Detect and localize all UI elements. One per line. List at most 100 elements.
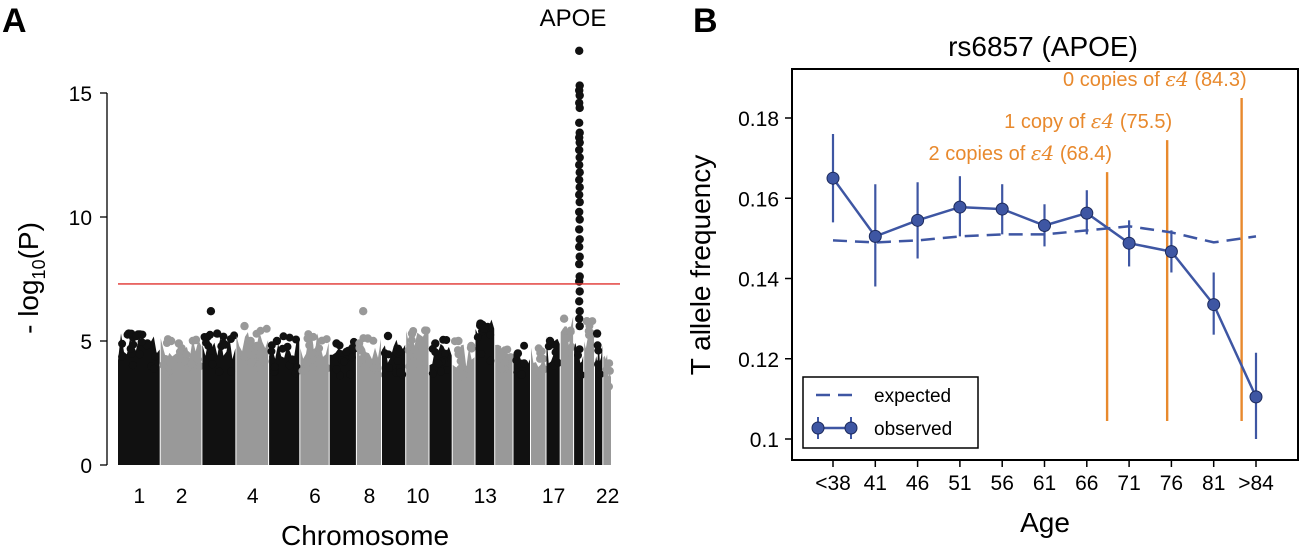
snp-point: [204, 341, 213, 350]
snp-point: [554, 358, 563, 367]
x-tick-label: 41: [864, 472, 887, 495]
snp-point: [437, 367, 445, 376]
reference-label-age: (68.4): [1054, 143, 1112, 165]
snp-peak-point: [575, 242, 584, 251]
snp-point: [393, 357, 402, 365]
x-tick-label: 51: [948, 472, 971, 495]
snp-point: [159, 361, 168, 370]
x-tick-label: 4: [247, 485, 259, 508]
snp-point: [520, 359, 529, 368]
snp-point: [473, 333, 482, 342]
snp-point: [497, 364, 506, 373]
snp-peak-point: [454, 336, 463, 346]
x-tick-label: 10: [406, 485, 429, 508]
x-axis-ticks: <38 41 46 51 56 61 66 71 76 81 >84: [815, 460, 1274, 495]
snp-point: [385, 364, 393, 372]
snp-point: [431, 348, 440, 357]
snp-peak-point: [575, 138, 584, 147]
x-tick-label: 13: [474, 485, 497, 508]
snp-peak-point: [575, 235, 584, 244]
x-tick-label: 17: [542, 485, 565, 508]
snp-point: [355, 339, 364, 348]
snp-point: [171, 355, 180, 364]
chromosome-4-points: [236, 321, 271, 465]
chromosome-3-points: [200, 307, 239, 465]
snp-point: [161, 370, 170, 379]
y-tick-label: 0.1: [750, 429, 779, 452]
epsilon4-symbol: ε4: [1091, 109, 1114, 133]
snp-peak-point: [575, 252, 584, 261]
observed-point: [911, 213, 925, 227]
chromosome-21-band: [595, 340, 603, 465]
snp-peak-point: [575, 197, 584, 207]
snp-peak-point: [575, 183, 584, 192]
snp-point: [594, 360, 602, 369]
snp-point: [453, 346, 462, 355]
snp-point: [512, 356, 521, 365]
snp-point: [256, 350, 265, 359]
x-tick-label: 66: [1075, 472, 1098, 495]
allele-frequency-plot: B rs6857 (APOE) 0.1 0.12 0.14 0.16 0.18 <38 4…: [685, 2, 1299, 538]
snp-point: [307, 350, 316, 359]
snp-peak-point: [240, 321, 249, 331]
snp-point: [203, 332, 212, 341]
snp-point: [575, 345, 584, 354]
legend-observed-label: observed: [874, 419, 952, 440]
legend-observed-marker-right: [844, 421, 858, 435]
x-tick-label: >84: [1238, 472, 1274, 495]
y-axis-label: T allele frequency: [685, 155, 716, 376]
snp-peak-point: [575, 153, 584, 162]
snp-point: [464, 364, 473, 373]
snp-peak-point: [383, 331, 393, 341]
snp-point: [118, 339, 127, 348]
reference-label-age: (84.3): [1189, 69, 1247, 91]
snp-point: [230, 331, 239, 340]
observed-point: [1038, 219, 1051, 233]
x-tick-label: 61: [1033, 472, 1056, 495]
snp-peak-point: [206, 307, 216, 316]
snp-peak-point: [575, 91, 584, 100]
snp-point: [161, 355, 170, 363]
snp-peak-point: [562, 334, 571, 343]
snp-point: [346, 370, 355, 379]
snp-point: [270, 362, 279, 371]
x-tick-label: 22: [596, 485, 619, 508]
snp-point: [151, 352, 160, 361]
y-tick-label: 5: [80, 331, 92, 354]
snp-point: [428, 369, 437, 378]
snp-point: [384, 350, 393, 359]
snp-point: [539, 354, 548, 363]
snp-peak-point: [219, 339, 228, 348]
chromosome-22-band: [603, 354, 611, 465]
snp-peak-point: [575, 46, 584, 55]
observed-point: [826, 171, 840, 185]
snp-peak-point: [252, 341, 261, 351]
snp-point: [118, 352, 127, 361]
observed-point: [953, 200, 967, 214]
y-tick-label: 0.16: [738, 188, 779, 211]
apoe-annotation: APOE: [540, 5, 607, 32]
chromosome-12-points: [450, 336, 476, 465]
snp-point: [456, 357, 465, 366]
x-tick-label: 2: [176, 485, 188, 508]
snp-point: [596, 370, 605, 379]
snp-point: [182, 350, 191, 359]
chromosome-7-points: [329, 337, 358, 465]
snp-point: [240, 352, 249, 361]
snp-point: [517, 370, 526, 379]
snp-point: [574, 362, 583, 371]
snp-peak-point: [166, 336, 176, 346]
chart-title: rs6857 (APOE): [948, 31, 1138, 62]
snp-point: [477, 350, 486, 358]
snp-point: [340, 357, 349, 366]
snp-point: [567, 343, 576, 352]
snp-point: [486, 356, 495, 365]
reference-label-text: 1 copy of: [1004, 111, 1091, 133]
y-axis-label-suffix: (P): [13, 222, 44, 259]
chromosome-14-points: [495, 344, 515, 465]
snp-point: [175, 347, 184, 356]
snp-point: [305, 341, 314, 350]
snp-point: [315, 344, 324, 353]
snp-point: [215, 367, 224, 376]
snp-point: [396, 347, 404, 356]
